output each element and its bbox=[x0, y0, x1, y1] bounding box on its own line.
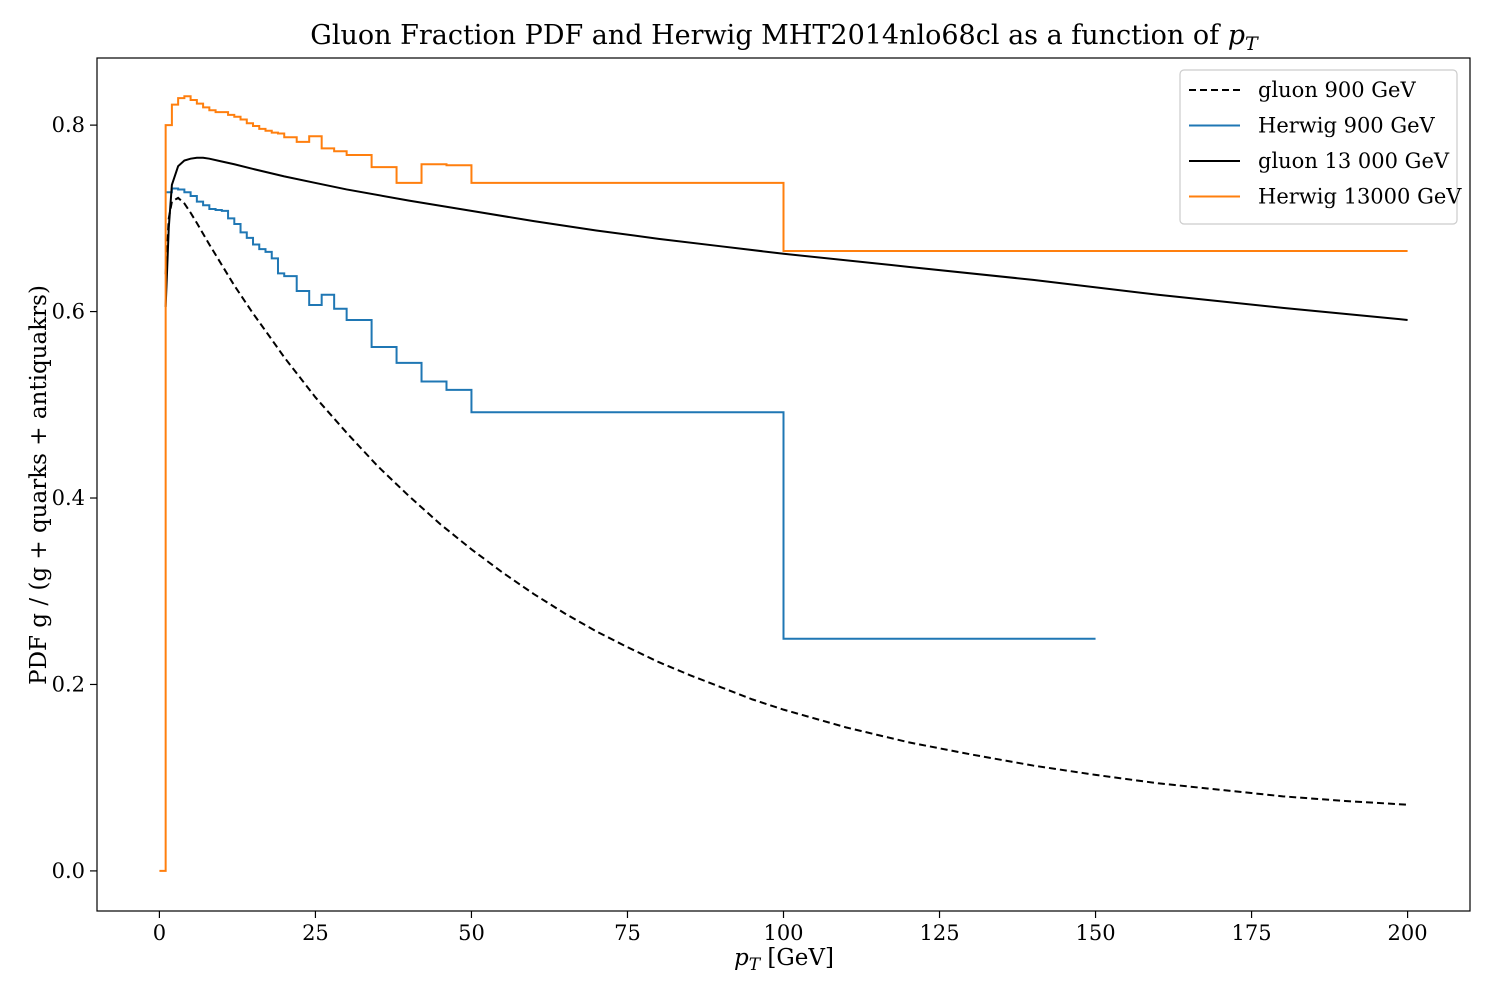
x-axis-label-text: [GeV] bbox=[760, 945, 834, 971]
legend: gluon 900 GeV Herwig 900 GeV gluon 13 000 … bbox=[1179, 69, 1462, 225]
x-tick-label: 0 bbox=[153, 921, 166, 945]
series-line-1 bbox=[164, 196, 1408, 806]
plot-area bbox=[159, 95, 1408, 872]
x-axis-label-math: p bbox=[734, 945, 749, 971]
legend-label-4: Herwig 13000 GeV bbox=[1258, 185, 1462, 209]
legend-label-1: gluon 900 GeV bbox=[1258, 78, 1416, 102]
legend-box bbox=[1179, 69, 1458, 225]
y-axis-label: PDF g / (g + quarks + antiquakrs) bbox=[26, 285, 52, 685]
y-tick-label: 0.6 bbox=[52, 300, 85, 324]
series-line-4 bbox=[159, 95, 1408, 872]
legend-label-3: gluon 13 000 GeV bbox=[1258, 149, 1450, 173]
x-tick-label: 50 bbox=[458, 921, 485, 945]
x-tick-label: 25 bbox=[302, 921, 329, 945]
legend-label-2: Herwig 900 GeV bbox=[1258, 114, 1436, 138]
x-axis-label: pT [GeV] bbox=[734, 945, 834, 975]
series-line-2 bbox=[165, 187, 1096, 640]
y-tick-label: 0.8 bbox=[52, 113, 85, 137]
x-tick-label: 150 bbox=[1075, 921, 1115, 945]
x-tick-label: 75 bbox=[614, 921, 641, 945]
chart-title: Gluon Fraction PDF and Herwig MHT2014nlo… bbox=[310, 20, 1259, 55]
axes-ticks: 0 25 50 75 100 125 150 175 200 0.0 0.2 0.4 0.6 0.8 bbox=[52, 57, 1471, 945]
y-tick-label: 0.2 bbox=[52, 672, 85, 696]
y-tick-label: 0.4 bbox=[52, 486, 85, 510]
x-axis-label-math-sub: T bbox=[749, 955, 762, 975]
y-tick-label: 0.0 bbox=[52, 859, 85, 883]
x-tick-label: 125 bbox=[919, 921, 959, 945]
chart-title-math: p bbox=[1228, 20, 1245, 51]
chart-title-math-sub: T bbox=[1245, 33, 1259, 55]
chart-title-text: Gluon Fraction PDF and Herwig MHT2014nlo… bbox=[310, 20, 1227, 51]
x-tick-label: 175 bbox=[1232, 921, 1272, 945]
series-line-3 bbox=[164, 156, 1408, 321]
x-tick-label: 100 bbox=[763, 921, 803, 945]
x-tick-label: 200 bbox=[1388, 921, 1428, 945]
